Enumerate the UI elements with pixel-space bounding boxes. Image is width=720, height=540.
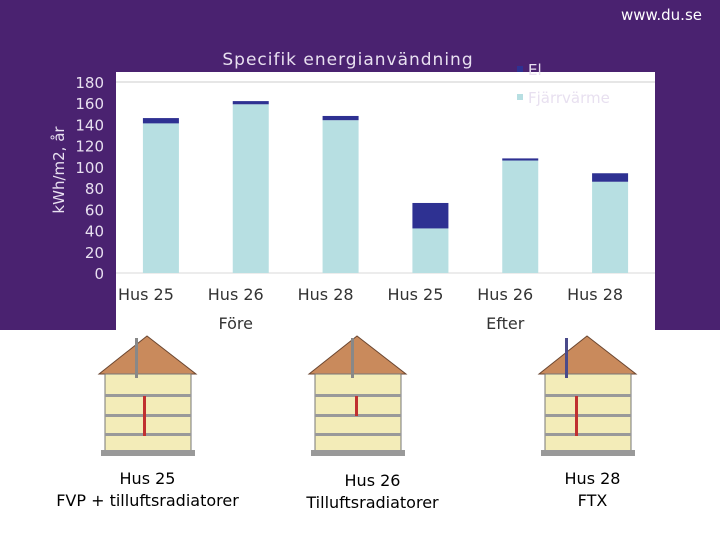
group-label: Efter xyxy=(486,314,525,333)
house-illustration-hus26 xyxy=(307,335,408,456)
bar-fjarrvarme xyxy=(502,160,539,273)
house-caption-system: Tilluftsradiatorer xyxy=(306,493,439,512)
bar-el xyxy=(502,158,539,161)
house-caption-name: Hus 28 xyxy=(564,469,621,488)
energy-chart: Specifik energianvändning kWh/m2, år 0 20… xyxy=(50,50,655,333)
bar-fjarrvarme xyxy=(322,120,359,273)
x-tick-label: Hus 28 xyxy=(567,285,623,304)
bar-el xyxy=(592,173,629,182)
bar-fjarrvarme xyxy=(412,228,449,273)
bar-fjarrvarme xyxy=(232,104,269,274)
bar-fjarrvarme xyxy=(142,123,179,273)
plot-area xyxy=(116,72,655,330)
x-tick-label: Hus 28 xyxy=(298,285,354,304)
y-tick-label: 20 xyxy=(85,244,104,262)
y-tick-label: 140 xyxy=(75,116,104,134)
bar-fjarrvarme xyxy=(592,181,629,273)
group-label: Före xyxy=(219,314,254,333)
y-tick-label: 180 xyxy=(75,74,104,92)
house-caption-name: Hus 25 xyxy=(119,469,176,488)
bar-el xyxy=(412,202,449,229)
house-caption-hus26: Hus 26 Tilluftsradiatorer xyxy=(280,470,465,514)
house-illustration-hus25 xyxy=(97,335,198,456)
y-axis-label: kWh/m2, år xyxy=(50,126,68,214)
house-caption-hus25: Hus 25 FVP + tilluftsradiatorer xyxy=(40,468,255,512)
y-tick-label: 120 xyxy=(75,138,104,156)
bar-el xyxy=(322,115,359,121)
y-tick-label: 60 xyxy=(85,201,104,219)
house-caption-system: FTX xyxy=(577,491,608,510)
house-illustration-hus28 xyxy=(537,335,638,456)
house-caption-name: Hus 26 xyxy=(344,471,401,490)
chart-title: Specifik energianvändning xyxy=(222,50,473,70)
x-tick-label: Hus 25 xyxy=(118,285,174,304)
x-tick-label: Hus 25 xyxy=(387,285,443,304)
bar-el xyxy=(232,101,269,105)
y-tick-label: 100 xyxy=(75,159,104,177)
legend-swatch xyxy=(517,94,523,100)
house-caption-hus28: Hus 28 FTX xyxy=(530,468,655,512)
bar-el xyxy=(142,118,179,124)
legend-swatch xyxy=(517,66,523,72)
legend-label: Fjärrvärme xyxy=(528,89,610,107)
x-tick-label: Hus 26 xyxy=(477,285,533,304)
legend-label: El xyxy=(528,61,542,79)
brand-label: www.du.se xyxy=(620,6,702,24)
y-tick-label: 80 xyxy=(85,180,104,198)
y-tick-label: 160 xyxy=(75,95,104,113)
x-tick-label: Hus 26 xyxy=(208,285,264,304)
house-caption-system: FVP + tilluftsradiatorer xyxy=(56,491,239,510)
y-tick-label: 0 xyxy=(94,265,104,283)
y-tick-label: 40 xyxy=(85,223,104,241)
